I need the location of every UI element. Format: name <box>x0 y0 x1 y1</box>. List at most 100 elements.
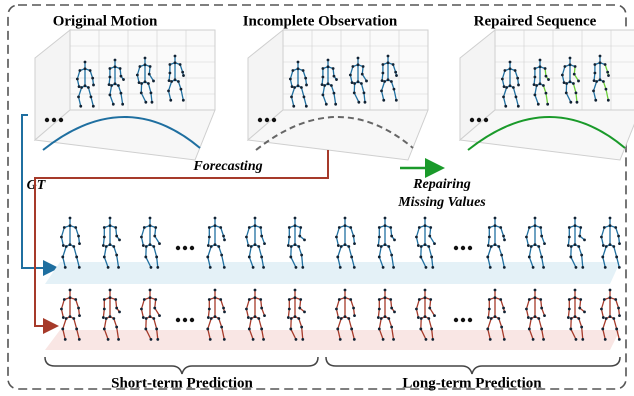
joint <box>527 244 530 247</box>
joint <box>219 226 222 229</box>
joint <box>149 217 152 220</box>
joint <box>168 79 171 82</box>
joint <box>489 338 492 341</box>
joint <box>504 105 507 108</box>
joint <box>75 256 78 259</box>
panel-title: Incomplete Observation <box>243 13 398 29</box>
joint <box>352 65 355 68</box>
joint <box>117 338 120 341</box>
joint <box>564 65 567 68</box>
joint <box>609 243 612 246</box>
joint <box>115 235 118 238</box>
joint <box>393 88 396 91</box>
joint <box>109 315 112 318</box>
joint <box>417 316 420 319</box>
joint <box>260 328 263 331</box>
joint <box>214 296 217 299</box>
joint <box>578 307 581 310</box>
joint <box>609 315 612 318</box>
joint <box>292 69 295 72</box>
joint <box>427 245 430 248</box>
bone <box>488 247 491 257</box>
gt-label: GT <box>27 178 47 193</box>
joint <box>136 74 139 77</box>
joint <box>488 226 491 229</box>
joint <box>208 298 211 301</box>
joint <box>169 63 172 66</box>
joint <box>563 81 566 84</box>
joint <box>80 86 83 89</box>
joint <box>600 236 603 239</box>
joint <box>504 69 507 72</box>
joint <box>301 266 304 269</box>
joint <box>145 245 148 248</box>
joint <box>390 254 393 257</box>
joint <box>290 317 293 320</box>
joint <box>288 308 291 311</box>
ellipsis-dot <box>190 318 194 322</box>
joint <box>69 296 72 299</box>
joint <box>433 242 436 245</box>
joint <box>254 224 257 227</box>
joint <box>297 84 300 87</box>
joint <box>500 326 503 329</box>
joint <box>602 244 605 247</box>
ellipsis-dot <box>59 118 63 122</box>
bone <box>154 319 157 329</box>
joint <box>344 217 347 220</box>
joint <box>223 238 226 241</box>
joint <box>79 69 82 72</box>
joint <box>78 266 81 269</box>
joint <box>517 84 520 87</box>
joint <box>503 85 506 88</box>
joint <box>206 328 209 331</box>
joint <box>357 63 360 66</box>
joint <box>394 71 397 74</box>
joint <box>222 235 225 238</box>
joint <box>599 78 602 81</box>
joint <box>92 105 95 108</box>
joint <box>352 307 355 310</box>
joint <box>420 317 423 320</box>
joint <box>114 298 117 301</box>
bone <box>539 319 542 329</box>
joint <box>349 226 352 229</box>
diagram: Original Motion Incomplete Observation R… <box>0 0 634 396</box>
joint <box>502 307 505 310</box>
joint <box>614 226 617 229</box>
joint <box>338 298 341 301</box>
joint <box>109 67 112 70</box>
joint <box>112 103 115 106</box>
joint <box>72 317 75 320</box>
joint <box>384 243 387 246</box>
joint <box>297 245 300 248</box>
joint <box>384 289 387 292</box>
joint <box>605 317 608 320</box>
joint <box>289 256 292 259</box>
joint <box>92 84 95 87</box>
joint <box>392 63 395 66</box>
joint <box>534 76 537 79</box>
ellipsis-dot <box>468 318 472 322</box>
joint <box>545 75 548 78</box>
joint <box>122 78 125 81</box>
joint <box>254 217 257 220</box>
bone <box>603 319 606 329</box>
joint <box>592 89 595 92</box>
joint <box>602 80 605 83</box>
joint <box>390 235 393 238</box>
joint <box>428 235 431 238</box>
joint <box>574 224 577 227</box>
joint <box>305 84 308 87</box>
joint <box>344 243 347 246</box>
joint <box>252 266 255 269</box>
joint <box>353 266 356 269</box>
joint <box>349 298 352 301</box>
joint <box>208 226 211 229</box>
joint <box>337 316 340 319</box>
joint <box>322 76 325 79</box>
joint <box>565 82 568 85</box>
joint <box>488 236 491 239</box>
joint <box>574 217 577 220</box>
joint <box>257 245 260 248</box>
